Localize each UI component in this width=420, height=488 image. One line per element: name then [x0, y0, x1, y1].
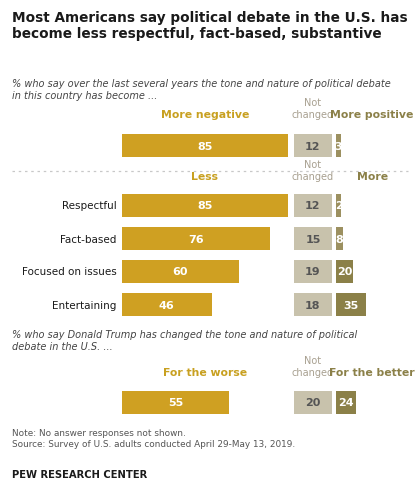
- Text: Entertaining: Entertaining: [52, 300, 117, 310]
- Text: 12: 12: [305, 201, 320, 211]
- Text: Fact-based: Fact-based: [60, 234, 117, 244]
- Text: 8: 8: [336, 234, 343, 244]
- Text: 55: 55: [168, 398, 183, 407]
- Text: 20: 20: [337, 267, 352, 277]
- Bar: [336, 260, 353, 284]
- Text: 18: 18: [305, 300, 320, 310]
- Text: Not
changed: Not changed: [292, 160, 334, 182]
- Text: Respectful: Respectful: [62, 201, 117, 211]
- Bar: [122, 391, 229, 414]
- Text: % who say over the last several years the tone and nature of political debate
in: % who say over the last several years th…: [12, 79, 391, 101]
- Text: 76: 76: [188, 234, 204, 244]
- Text: Less: Less: [191, 172, 218, 182]
- Text: 85: 85: [197, 142, 213, 151]
- Bar: [336, 293, 366, 317]
- Bar: [122, 227, 270, 251]
- Bar: [294, 194, 332, 218]
- Text: Not
changed: Not changed: [292, 355, 334, 377]
- Text: 24: 24: [339, 398, 354, 407]
- Text: For the worse: For the worse: [163, 367, 247, 377]
- Text: For the better: For the better: [329, 367, 415, 377]
- Text: 2: 2: [335, 201, 342, 211]
- Bar: [336, 391, 357, 414]
- Text: Most Americans say political debate in the U.S. has
become less respectful, fact: Most Americans say political debate in t…: [12, 11, 407, 41]
- Bar: [294, 227, 332, 251]
- Text: More: More: [357, 172, 388, 182]
- Text: 12: 12: [305, 142, 320, 151]
- Text: Focused on issues: Focused on issues: [22, 267, 117, 277]
- Text: 19: 19: [305, 267, 321, 277]
- Text: Note: No answer responses not shown.
Source: Survey of U.S. adults conducted Apr: Note: No answer responses not shown. Sou…: [12, 428, 295, 448]
- Text: More positive: More positive: [331, 110, 414, 120]
- Bar: [122, 135, 288, 158]
- Text: 60: 60: [173, 267, 188, 277]
- Text: % who say Donald Trump has changed the tone and nature of political
debate in th: % who say Donald Trump has changed the t…: [12, 329, 357, 351]
- Bar: [336, 135, 341, 158]
- Bar: [122, 260, 239, 284]
- Bar: [294, 391, 332, 414]
- Text: 85: 85: [197, 201, 213, 211]
- Bar: [294, 293, 332, 317]
- Bar: [294, 260, 332, 284]
- Bar: [122, 194, 288, 218]
- Bar: [336, 227, 343, 251]
- Text: PEW RESEARCH CENTER: PEW RESEARCH CENTER: [12, 469, 147, 479]
- Text: More negative: More negative: [160, 110, 249, 120]
- Text: 20: 20: [305, 398, 320, 407]
- Text: 46: 46: [159, 300, 175, 310]
- Bar: [122, 293, 212, 317]
- Bar: [294, 135, 332, 158]
- Text: 35: 35: [343, 300, 359, 310]
- Text: 3: 3: [335, 142, 342, 151]
- Text: Not
changed: Not changed: [292, 98, 334, 120]
- Text: 15: 15: [305, 234, 320, 244]
- Bar: [336, 194, 341, 218]
